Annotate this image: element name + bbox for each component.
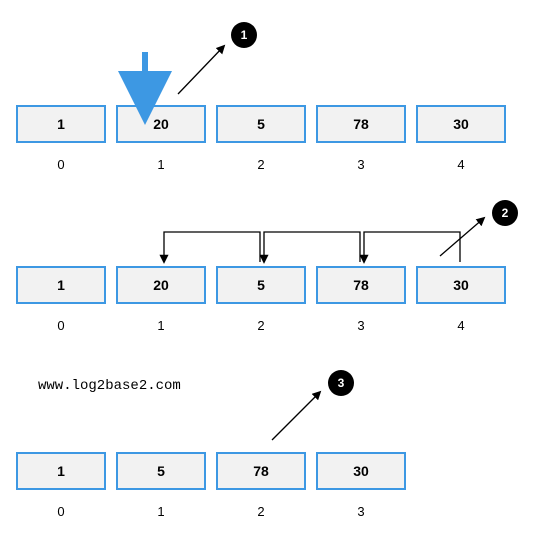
array-cell: 20: [116, 266, 206, 304]
array-cell: 5: [216, 105, 306, 143]
array-cell: 30: [416, 105, 506, 143]
array-index: 3: [316, 318, 406, 333]
array-cell: 78: [316, 266, 406, 304]
array-index: 2: [216, 504, 306, 519]
array-cell: 78: [216, 452, 306, 490]
array-row-3: 15 78 30: [16, 452, 406, 490]
array-cell: 30: [316, 452, 406, 490]
array-index: 0: [16, 157, 106, 172]
step-badge-1: 1: [231, 22, 257, 48]
array-index: 2: [216, 318, 306, 333]
array-index: 2: [216, 157, 306, 172]
step-badge-3: 3: [328, 370, 354, 396]
array-index: 3: [316, 157, 406, 172]
index-row-1: 01234: [16, 157, 506, 172]
array-row-2: 1 20 5 78 30: [16, 266, 506, 304]
index-row-3: 0123: [16, 504, 406, 519]
array-index: 4: [416, 318, 506, 333]
stage-2-row: 12057830 01234: [16, 266, 506, 333]
array-index: 0: [16, 318, 106, 333]
stage-1-row: 12057830 01234: [16, 105, 506, 172]
array-cell: 20: [116, 105, 206, 143]
watermark: www.log2base2.com: [38, 378, 181, 394]
step-badge-2: 2: [492, 200, 518, 226]
array-index: 0: [16, 504, 106, 519]
step-badge-2-label: 2: [502, 206, 509, 220]
array-cell: 5: [116, 452, 206, 490]
array-index: 3: [316, 504, 406, 519]
array-index: 1: [116, 504, 206, 519]
array-cell: 1: [16, 452, 106, 490]
array-index: 4: [416, 157, 506, 172]
array-cell: 1: [16, 266, 106, 304]
array-cell: 78: [316, 105, 406, 143]
stage-3-row: 157830 0123: [16, 452, 406, 519]
array-cell: 1: [16, 105, 106, 143]
step-badge-3-label: 3: [338, 376, 345, 390]
array-row-1: 1 20 5 78 30: [16, 105, 506, 143]
array-index: 1: [116, 318, 206, 333]
array-cell: 5: [216, 266, 306, 304]
array-index: 1: [116, 157, 206, 172]
index-row-2: 01234: [16, 318, 506, 333]
step-badge-1-label: 1: [241, 28, 248, 42]
array-cell: 30: [416, 266, 506, 304]
